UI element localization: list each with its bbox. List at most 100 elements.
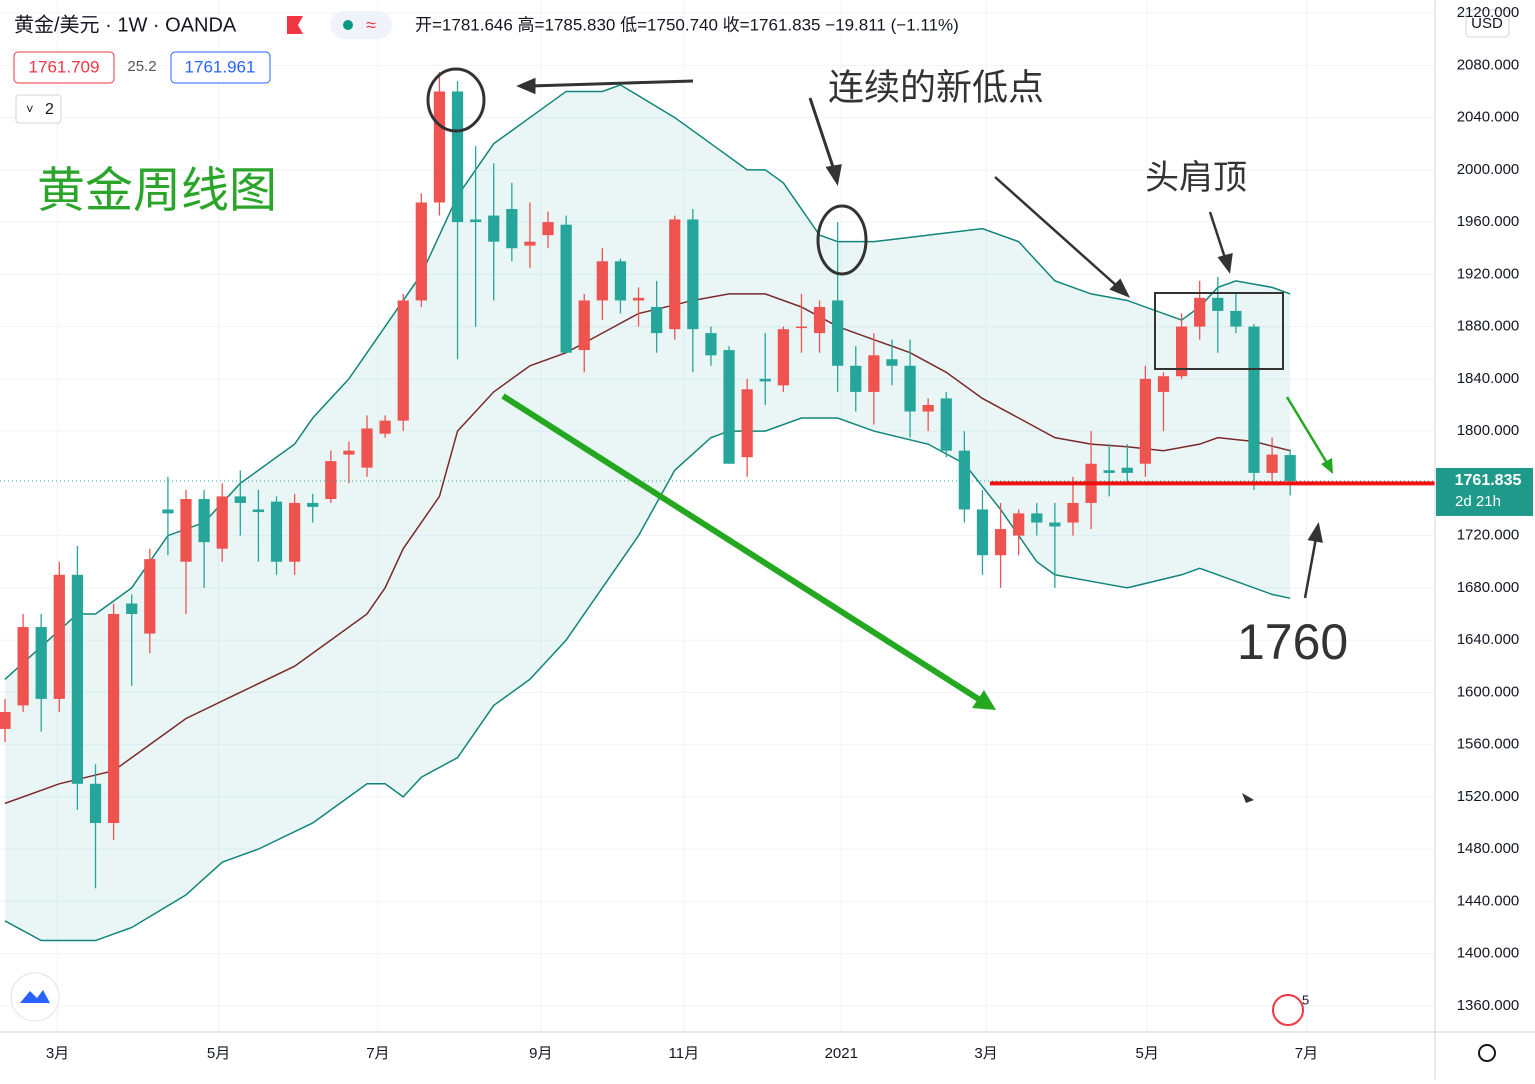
circle [816,204,868,276]
candle-body [813,306,826,334]
candle-body [1067,502,1079,523]
candle-body [741,389,753,458]
arrow [994,176,1119,288]
indicator-toggle[interactable] [15,94,62,124]
candle-body [669,219,681,330]
sell-button[interactable] [13,51,115,84]
candle-body [144,559,156,634]
candle-body [1157,376,1170,392]
candle-body [542,222,554,236]
annotation: 1760 [1237,614,1348,670]
y-tick-label: 1920.000 [1457,265,1520,282]
spread: 25.2 [127,58,156,75]
drawings [426,67,1333,803]
candle-body [886,359,898,366]
x-tick-label: 3月 [46,1045,69,1062]
candle-body [415,202,427,301]
candle-body [1175,326,1188,377]
arrow-head [972,690,996,710]
y-tick-label: 2040.000 [1457,109,1520,126]
arrow-head [1217,252,1233,274]
candle-body [705,333,717,356]
candle-body [289,502,301,562]
candle-body [506,209,518,249]
settings[interactable] [1478,1044,1496,1062]
candle-body [17,627,29,706]
x-tick-label: 3月 [974,1045,997,1062]
x-tick-label: 5月 [1136,1045,1159,1062]
cursor [1242,793,1254,803]
candle-body [270,501,283,562]
candle-body [1031,513,1043,523]
candle-body [71,574,84,784]
y-tick-label: 1840.000 [1457,370,1520,387]
candle-body [397,300,409,421]
y-tick-label: 1720.000 [1457,527,1520,544]
candle-body [777,329,789,386]
candle-body [198,499,210,543]
buy-button[interactable] [170,51,271,84]
candle-body [1049,522,1061,527]
candle-body [560,224,572,353]
status-pill[interactable] [330,11,392,39]
candle-body [1139,378,1151,464]
candle-body [922,404,934,412]
arrow [1208,211,1227,259]
candle-body [578,300,590,351]
event-count: 5 [1302,992,1309,1007]
x-tick-label: 7月 [1295,1045,1318,1062]
candle-body [89,783,102,823]
candle-body [343,450,355,455]
arrow-head [1307,521,1323,543]
candle-body [958,450,970,510]
sell-price: 1761.709 [29,57,100,76]
candle-body [976,509,989,556]
flag [287,16,303,34]
candle-body [1103,470,1115,473]
candle-body [307,502,319,507]
candle-body [904,365,916,412]
symbol[interactable]: 黄金/美元 · 1W · OANDA [14,13,237,36]
y-tick-label: 1640.000 [1457,631,1520,648]
candle-body [0,711,11,729]
x-tick-label: 11月 [669,1045,700,1062]
candle-body [940,398,952,451]
y-tick-label: 1360.000 [1457,997,1520,1014]
candle-body [325,461,337,500]
countdown: 2d 21h [1455,493,1501,510]
candle-body [1266,454,1278,473]
buy-price: 1761.961 [185,57,256,76]
candle-body [1013,513,1025,536]
status-icon: ≈ [366,15,376,35]
y-tick-label: 2000.000 [1457,161,1520,178]
band-line [4,84,1291,680]
y-tick-label: 2120.000 [1457,4,1520,21]
currency-button[interactable] [1465,9,1510,38]
candle-body [723,350,735,464]
box [1154,292,1284,370]
candle-body [1248,326,1260,473]
candle-body [162,509,174,514]
candle-body [994,529,1007,556]
x-tick-label: 9月 [529,1045,552,1062]
status-dot [343,20,353,30]
y-tick-label: 1600.000 [1457,683,1520,700]
chevron: ˅ [26,101,34,116]
band-line [4,293,1291,805]
candle-body [216,496,228,549]
candle-body [1212,297,1224,311]
event-badge[interactable] [1272,994,1304,1026]
candle-body [632,297,645,301]
candle-body [524,241,536,246]
arrow [1303,537,1318,599]
y-tick-label: 1400.000 [1457,945,1520,962]
candle-body [53,574,65,699]
arrow-head [1109,278,1131,298]
candle-body [1121,467,1133,473]
y-tick-label: 1800.000 [1457,422,1520,439]
arrow-head [516,77,536,95]
circle [426,67,486,133]
